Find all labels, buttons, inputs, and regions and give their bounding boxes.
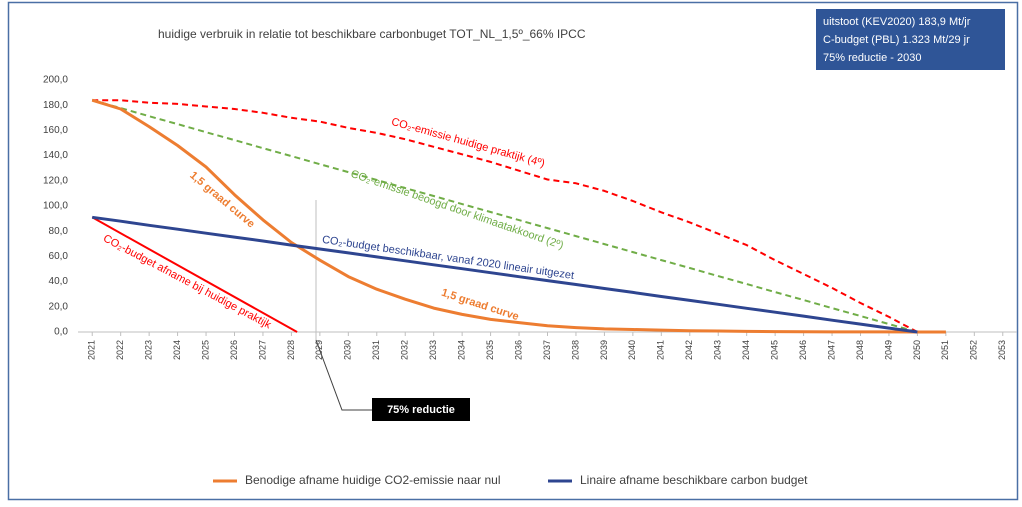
info-text: 75% reductie - 2030: [823, 52, 921, 64]
y-tick-label: 120,0: [43, 175, 68, 186]
y-tick-label: 40,0: [49, 276, 69, 287]
x-tick-label: 2027: [257, 340, 267, 360]
x-tick-label: 2026: [229, 340, 239, 360]
x-tick-label: 2049: [883, 340, 893, 360]
y-tick-label: 160,0: [43, 125, 68, 136]
x-tick-label: 2041: [656, 340, 666, 360]
x-tick-label: 2030: [343, 340, 353, 360]
x-tick-label: 2039: [599, 340, 609, 360]
chart-title: huidige verbruik in relatie tot beschikb…: [158, 27, 586, 41]
chart-frame: [7, 1, 1019, 501]
info-box: [816, 9, 1005, 70]
x-tick-label: 2025: [200, 340, 210, 360]
x-tick-label: 2024: [172, 340, 182, 360]
x-tick-label: 2046: [798, 340, 808, 360]
x-tick-label: 2023: [144, 340, 154, 360]
x-tick-label: 2038: [570, 340, 580, 360]
y-tick-label: 20,0: [49, 301, 69, 312]
x-tick-label: 2045: [770, 340, 780, 360]
x-tick-label: 2035: [485, 340, 495, 360]
x-tick-label: 2028: [286, 340, 296, 360]
callout-line: [315, 339, 372, 411]
series-line: [91, 216, 298, 333]
y-tick-label: 180,0: [43, 100, 68, 111]
x-tick-label: 2050: [912, 340, 922, 360]
x-tick-label: 2037: [542, 340, 552, 360]
x-tick-label: 2033: [428, 340, 438, 360]
x-tick-label: 2047: [826, 340, 836, 360]
x-tick-label: 2034: [457, 340, 467, 360]
x-tick-label: 2031: [371, 340, 381, 360]
x-tick-label: 2051: [940, 340, 950, 360]
x-tick-label: 2029: [314, 340, 324, 360]
legend-label: Linaire afname beschikbare carbon budget: [580, 473, 808, 487]
callout-text: 75% reductie: [387, 404, 455, 416]
x-tick-label: 2044: [741, 340, 751, 360]
x-tick-label: 2036: [513, 340, 523, 360]
y-tick-label: 0,0: [54, 327, 68, 338]
y-tick-label: 100,0: [43, 201, 68, 212]
x-tick-label: 2042: [684, 340, 694, 360]
x-tick-label: 2040: [627, 340, 637, 360]
legend-label: Benodige afname huidige CO2-emissie naar…: [245, 473, 501, 487]
x-tick-label: 2052: [969, 340, 979, 360]
y-tick-label: 60,0: [49, 251, 69, 262]
x-tick-label: 2048: [855, 340, 865, 360]
series-line: [92, 99, 918, 333]
y-tick-label: 80,0: [49, 226, 69, 237]
x-tick-label: 2032: [400, 340, 410, 360]
series-line: [91, 99, 918, 333]
y-tick-label: 200,0: [43, 75, 68, 86]
callout-box: [372, 398, 470, 421]
x-tick-label: 2043: [713, 340, 723, 360]
series-line: [91, 98, 946, 334]
x-tick-label: 2021: [87, 340, 97, 360]
series-line: [91, 215, 918, 334]
x-tick-label: 2022: [115, 340, 125, 360]
x-tick-label: 2053: [997, 340, 1007, 360]
y-tick-label: 140,0: [43, 150, 68, 161]
info-text: C-budget (PBL) 1.323 Mt/29 jr: [823, 34, 970, 46]
info-text: uitstoot (KEV2020) 183,9 Mt/jr: [823, 16, 971, 28]
